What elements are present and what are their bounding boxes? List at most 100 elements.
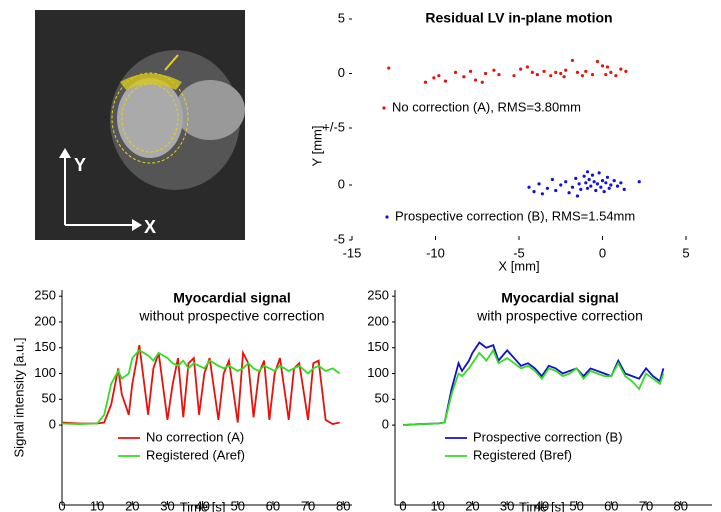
point [576,71,579,74]
y-tick-label: 50 [375,391,389,406]
line [62,345,340,424]
legend-label: No correction (A), RMS=3.80mm [392,99,581,114]
point [559,183,562,186]
y-tick-label: 250 [34,288,56,303]
point [536,73,539,76]
point [594,189,597,192]
x-tick-label: 70 [301,498,315,512]
line [403,350,663,425]
y-tick-label: 0 [338,176,345,191]
point [462,75,465,78]
point [608,187,611,190]
point [613,179,616,182]
y-tick-label: 0 [338,65,345,80]
point [444,80,447,83]
point [568,191,571,194]
point [546,187,549,190]
x-axis-title: Time [s] [519,499,565,512]
point [576,194,579,197]
chart-title: Myocardial signal [173,290,290,306]
point [609,71,612,74]
chart-subtitle: with prospective correction [476,308,643,324]
line [62,350,340,424]
point [589,185,592,188]
x-axis-title: X [mm] [498,258,539,273]
point [619,181,622,184]
tissue [175,80,245,140]
point [497,73,500,76]
point [474,78,477,81]
point [606,176,609,179]
x-axis-label: X [144,217,156,237]
point [623,188,626,191]
point [562,75,565,78]
figure: Y X 50+/-5Residual LV in-plane motionY [… [0,0,721,512]
point [469,70,472,73]
point [484,72,487,75]
y-tick-label: 0 [49,417,56,432]
point [512,74,515,77]
y-tick-label: 0 [382,417,389,432]
y-tick-label: -5 [333,231,345,246]
y-tick-label: 200 [34,313,56,328]
x-tick-label: 5 [682,245,689,260]
blood-pool [117,78,183,158]
point [532,190,535,193]
x-tick-label: 0 [399,498,406,512]
point [527,186,530,189]
y-tick-label: 100 [367,365,389,380]
point [604,73,607,76]
point [581,74,584,77]
point [591,73,594,76]
x-tick-label: 80 [674,498,688,512]
legend-label: Registered (Bref) [473,447,572,462]
y-axis-title: Signal intensity [a.u.] [11,338,26,458]
x-tick-label: 30 [500,498,514,512]
x-tick-label: -10 [426,245,445,260]
point [584,70,587,73]
y-tick-label: 200 [367,313,389,328]
point [564,180,567,183]
point [574,177,577,180]
x-tick-label: 10 [90,498,104,512]
x-tick-label: 30 [160,498,174,512]
y-tick-label: 150 [367,339,389,354]
point [531,71,534,74]
legend-label: Registered (Aref) [146,447,245,462]
y-tick-label: 100 [34,365,56,380]
legend-label: Prospective correction (B), RMS=1.54mm [395,208,635,223]
x-tick-label: -15 [343,245,362,260]
point [564,69,567,72]
point [437,74,440,77]
x-tick-label: 50 [569,498,583,512]
point [596,60,599,63]
point [559,72,562,75]
point [588,178,591,181]
point [614,74,617,77]
point [596,182,599,185]
point [571,186,574,189]
x-tick-label: 60 [604,498,618,512]
mri-image: Y X [35,10,245,240]
y-tick-label: 150 [34,339,56,354]
x-tick-label: 20 [125,498,139,512]
y-axis-label: Y [74,155,86,175]
point [586,187,589,190]
legend-label: Prospective correction (B) [473,429,623,444]
point [554,189,557,192]
point [541,192,544,195]
point [481,81,484,84]
chart-subtitle: without prospective correction [138,308,324,324]
x-tick-label: 80 [336,498,350,512]
point [638,180,641,183]
line [403,343,663,425]
point [554,71,557,74]
point [609,183,612,186]
point [387,66,390,69]
point [571,59,574,62]
point [586,170,589,173]
y-tick-label: 250 [367,288,389,303]
x-tick-label: 0 [58,498,65,512]
point [432,76,435,79]
chart-title: Myocardial signal [501,290,618,306]
